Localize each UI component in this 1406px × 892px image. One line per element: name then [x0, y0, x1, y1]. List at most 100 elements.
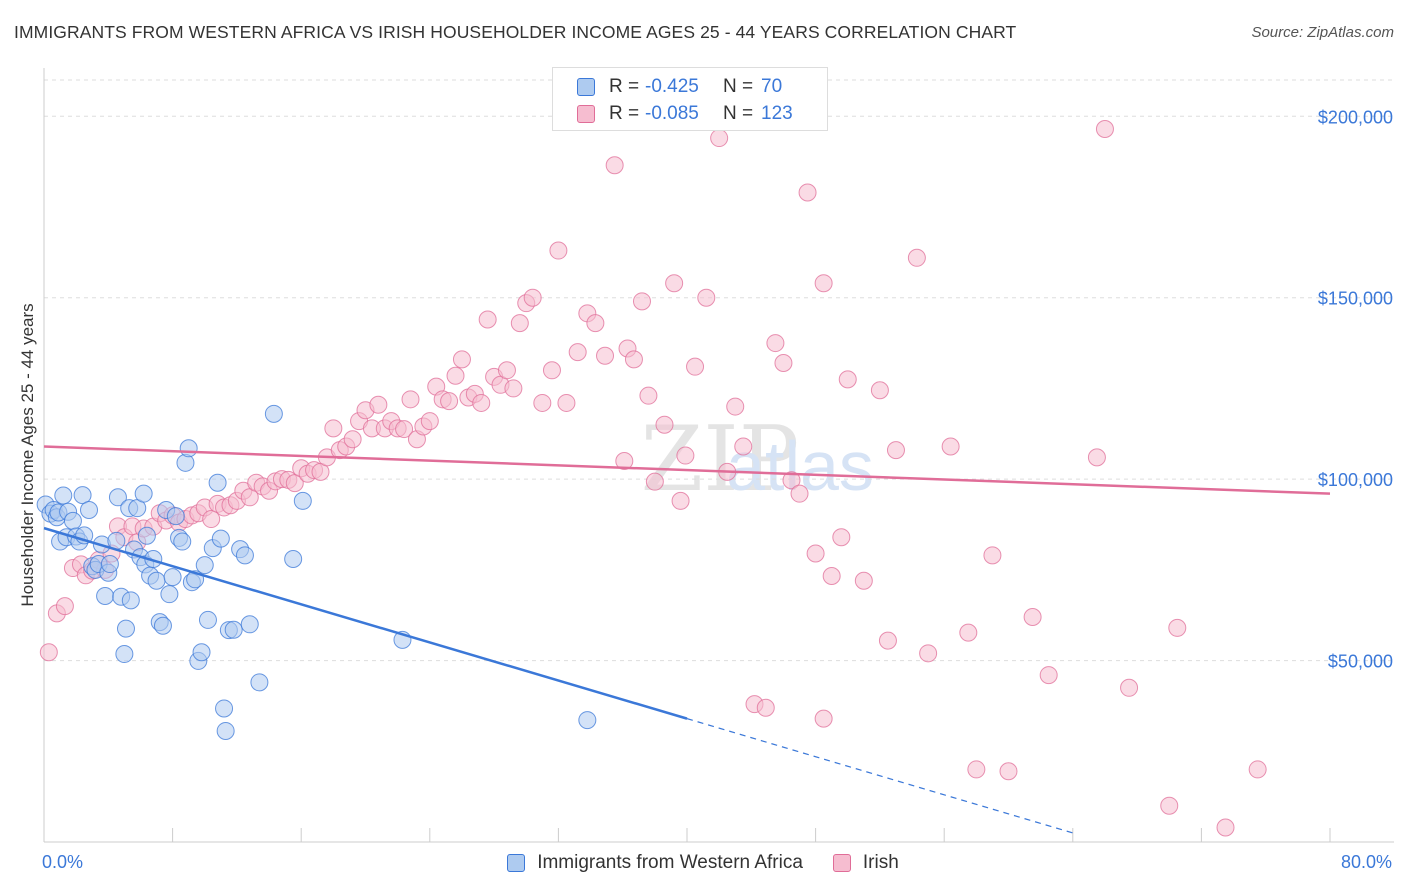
point-irish: [1160, 796, 1179, 815]
x-axis-min-label: 0.0%: [42, 852, 84, 872]
point-irish: [395, 420, 414, 439]
point-irish: [557, 393, 576, 412]
point-irish: [510, 314, 529, 333]
point-irish: [401, 390, 420, 409]
point-irish: [446, 366, 465, 385]
point-irish: [55, 597, 74, 616]
trend-line-irish: [43, 445, 1331, 495]
point-western-africa: [264, 404, 283, 423]
point-western-africa: [54, 486, 73, 505]
point-irish: [452, 350, 471, 369]
point-irish: [596, 346, 615, 365]
point-irish: [605, 156, 624, 175]
point-irish: [814, 274, 833, 293]
series-name-irish: Irish: [862, 852, 899, 873]
series-swatch-blue: [507, 854, 526, 872]
point-irish: [1216, 818, 1235, 837]
legend-r-value: -0.425: [645, 76, 699, 97]
point-western-africa: [208, 473, 227, 492]
point-western-africa: [250, 673, 269, 692]
point-irish: [726, 397, 745, 416]
point-irish: [369, 395, 388, 414]
point-western-africa: [173, 532, 192, 551]
point-western-africa: [293, 491, 312, 510]
point-western-africa: [121, 591, 140, 610]
legend-swatch-pink: [577, 105, 595, 123]
point-irish: [549, 241, 568, 260]
legend-r-value: -0.085: [645, 103, 699, 124]
point-irish: [478, 310, 497, 329]
x-axis-max-label: 80.0%: [1340, 852, 1392, 872]
legend-swatch-blue: [577, 78, 595, 96]
point-western-africa: [578, 711, 597, 730]
point-irish: [959, 623, 978, 642]
y-tick-label: $100,000: [1318, 470, 1393, 490]
point-irish: [983, 546, 1002, 565]
point-irish: [420, 412, 439, 431]
point-irish: [832, 528, 851, 547]
series-swatch-pink: [832, 854, 851, 872]
point-irish: [782, 471, 801, 490]
point-irish: [999, 762, 1018, 781]
point-western-africa: [166, 507, 185, 526]
y-tick-label: $150,000: [1318, 289, 1393, 309]
point-irish: [1095, 119, 1114, 138]
point-irish: [697, 288, 716, 307]
point-western-africa: [160, 585, 179, 604]
point-western-africa: [215, 699, 234, 718]
point-western-africa: [163, 568, 182, 587]
point-irish: [686, 357, 705, 376]
point-irish: [632, 292, 651, 311]
point-irish: [39, 643, 58, 662]
point-irish: [645, 472, 664, 491]
point-irish: [343, 430, 362, 449]
point-irish: [1023, 608, 1042, 627]
point-irish: [533, 393, 552, 412]
legend-n-label: N =: [723, 76, 754, 97]
legend-n-value: 123: [761, 103, 793, 124]
point-irish: [568, 343, 587, 362]
point-irish: [774, 354, 793, 373]
point-irish: [814, 709, 833, 728]
point-irish: [202, 510, 221, 529]
point-irish: [665, 274, 684, 293]
point-irish: [967, 760, 986, 779]
legend-r-label: R =: [609, 76, 640, 97]
point-western-africa: [195, 556, 214, 575]
point-irish: [766, 334, 785, 353]
point-irish: [822, 567, 841, 586]
point-irish: [285, 474, 304, 493]
point-western-africa: [100, 555, 119, 574]
legend-row-western-africa: R = -0.425 N = 70: [577, 75, 782, 99]
trend-line-western-africa-extension: [686, 718, 1073, 834]
series-legend-item-western-africa: Immigrants from Western Africa: [507, 852, 803, 874]
point-western-africa: [63, 511, 82, 530]
point-irish: [624, 350, 643, 369]
y-tick-labels: $50,000 $100,000 $150,000 $200,000: [1318, 107, 1393, 671]
point-irish: [523, 288, 542, 307]
point-irish: [790, 484, 809, 503]
point-western-africa: [73, 486, 92, 505]
point-irish: [941, 437, 960, 456]
point-irish: [878, 631, 897, 650]
point-irish: [671, 491, 690, 510]
point-irish: [440, 392, 459, 411]
series-name-western-africa: Immigrants from Western Africa: [537, 852, 803, 873]
point-irish: [710, 129, 729, 148]
point-western-africa: [240, 615, 259, 634]
point-irish: [1168, 618, 1187, 637]
point-irish: [886, 441, 905, 460]
point-western-africa: [192, 643, 211, 662]
legend-row-irish: R = -0.085 N = 123: [577, 102, 793, 126]
correlation-legend: R = -0.425 N = 70 R = -0.085 N = 123: [552, 67, 828, 131]
point-irish: [1087, 448, 1106, 467]
point-irish: [542, 361, 561, 380]
chart-title: IMMIGRANTS FROM WESTERN AFRICA VS IRISH …: [14, 22, 1017, 42]
point-western-africa: [179, 439, 198, 458]
point-western-africa: [115, 645, 134, 664]
point-irish: [870, 381, 889, 400]
point-irish: [734, 437, 753, 456]
legend-n-label: N =: [723, 103, 754, 124]
point-irish: [919, 644, 938, 663]
point-western-africa: [224, 620, 243, 639]
